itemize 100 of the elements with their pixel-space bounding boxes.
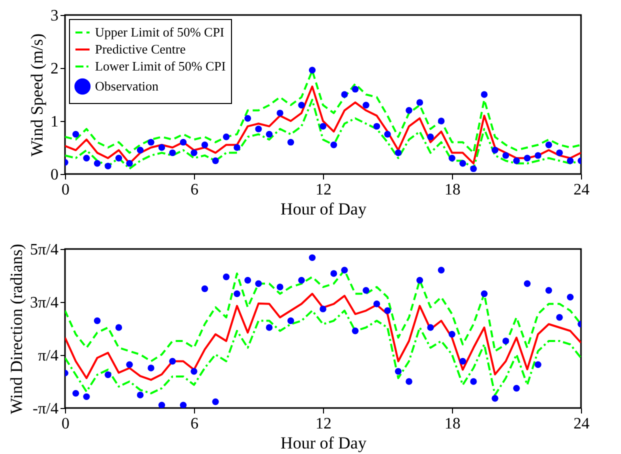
point [104,371,112,378]
y-tick-label: 3 [50,8,58,24]
point [104,162,112,170]
y-tick-label: 5π/4 [30,242,58,258]
y-tick-label: π/4 [38,348,58,364]
point [308,66,316,74]
point [427,134,434,140]
point [534,152,542,159]
point [83,393,90,400]
point [566,157,574,164]
point [330,270,338,277]
point [287,138,294,146]
point [545,142,552,148]
point [394,368,402,375]
point [362,287,370,294]
point [201,142,208,148]
point [244,276,252,284]
point [94,317,101,324]
point [406,107,412,114]
point [384,130,391,138]
point [158,402,166,408]
point [190,368,198,375]
x-tick-label: 12 [316,182,332,198]
point [180,138,187,146]
point [169,149,176,156]
point [234,144,240,151]
point [148,364,154,372]
point [201,285,208,292]
point [341,91,348,98]
x-axis-title: Hour of Day [280,434,367,452]
point [94,160,101,167]
point [83,154,90,162]
point [513,157,520,164]
y-axis-title: Wind Speed (m/s) [28,33,46,157]
point [470,378,477,385]
point [492,395,498,402]
point [556,149,563,156]
point [513,384,520,392]
point [438,118,445,124]
point [222,134,230,140]
point [148,138,154,146]
point [180,402,187,408]
point [308,254,316,262]
point [72,130,80,138]
point [502,152,510,159]
point [298,102,305,108]
point [438,266,445,274]
y-tick-label: -π/4 [32,400,58,418]
point [406,378,412,385]
x-tick-label: 0 [62,182,70,198]
point [373,122,380,130]
point [556,314,563,321]
point [287,317,294,324]
point [448,154,456,162]
point [341,266,348,274]
point [222,274,230,280]
point [234,290,240,298]
point [448,330,456,338]
y-tick-label: 0 [50,166,58,184]
point [524,280,531,287]
point [190,149,198,156]
point [298,276,305,284]
point [470,165,477,172]
point [394,149,402,156]
point [427,324,434,331]
point [244,115,252,122]
point [320,122,326,130]
x-axis-title: Hour of Day [280,200,367,218]
x-tick-label: 6 [190,416,198,432]
point [492,146,498,154]
x-tick-label: 18 [444,416,460,432]
y-tick-label: 1 [50,114,58,130]
y-tick-label: 2 [50,60,58,78]
point [126,160,133,167]
point [416,99,424,106]
point [502,338,510,344]
point [266,324,273,331]
point [212,157,219,164]
point [255,280,262,287]
legend-label: Predictive Centre [95,42,186,56]
point [480,91,488,98]
x-tick-label: 24 [574,416,590,432]
point [320,306,326,312]
y-tick-label: 3π/4 [30,294,58,312]
point [115,324,122,331]
point [169,358,176,365]
x-tick-label: 24 [574,182,590,198]
point [524,154,531,162]
point [115,154,122,162]
point [72,390,80,397]
x-tick-label: 18 [444,182,460,198]
point [136,146,144,154]
legend-label: Observation [95,78,160,94]
point [330,142,338,148]
point [255,126,262,132]
point [534,361,542,368]
x-tick-label: 6 [190,182,198,198]
legend-label: Upper Limit of 50% CPI [95,24,224,40]
point [459,358,466,365]
point [373,300,380,308]
